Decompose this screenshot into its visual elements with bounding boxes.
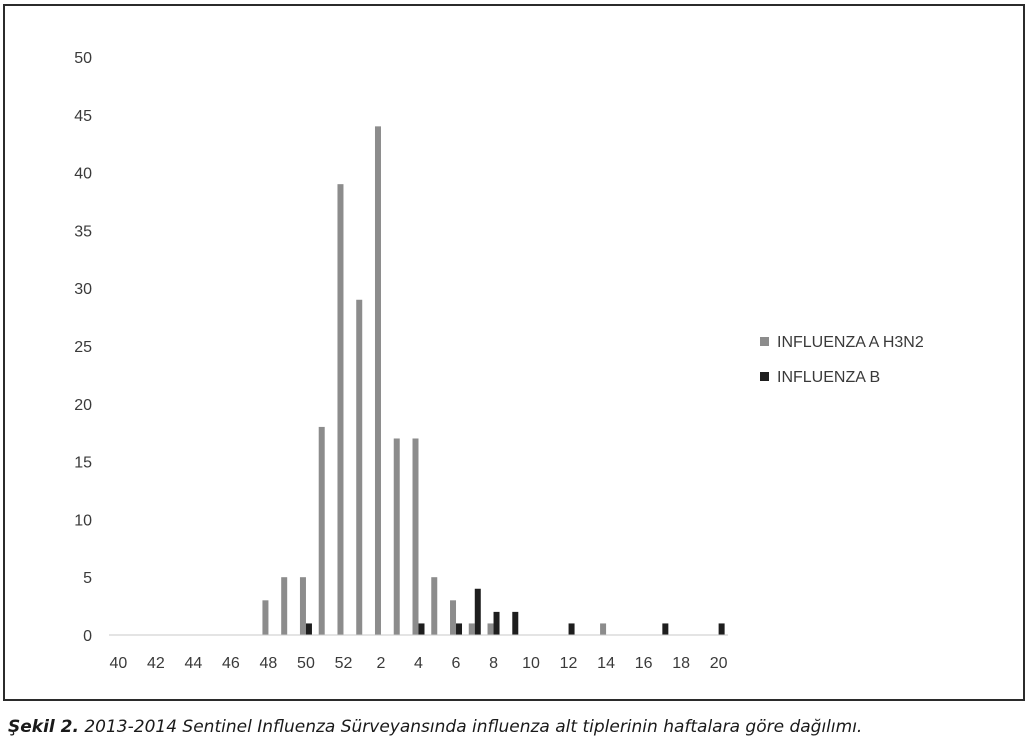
y-tick-label: 50 — [74, 50, 92, 67]
bar-b — [493, 611, 500, 635]
bar-b — [456, 623, 463, 635]
y-tick-label: 0 — [83, 628, 92, 645]
bar-h3n2 — [281, 577, 288, 635]
bar-b — [718, 623, 725, 635]
y-tick-label: 15 — [74, 455, 92, 472]
bar-h3n2 — [393, 438, 400, 635]
x-tick-label: 4 — [414, 655, 423, 672]
bar-h3n2 — [600, 623, 607, 635]
legend-swatch — [760, 337, 769, 346]
figure-caption: Şekil 2. 2013-2014 Sentinel Influenza Sü… — [8, 717, 862, 737]
x-tick-label: 50 — [297, 655, 315, 672]
x-tick-label: 40 — [109, 655, 127, 672]
y-tick-label: 25 — [74, 339, 92, 356]
bar-h3n2 — [299, 577, 306, 635]
x-tick-label: 46 — [222, 655, 240, 672]
caption-label: Şekil 2. — [8, 717, 79, 737]
y-tick-label: 35 — [74, 223, 92, 240]
x-tick-label: 48 — [260, 655, 278, 672]
bar-h3n2 — [356, 299, 363, 635]
bar-h3n2 — [487, 623, 494, 635]
bar-series — [262, 126, 725, 636]
x-tick-label: 14 — [597, 655, 615, 672]
bar-b — [512, 611, 519, 635]
x-axis-ticks: 40 42 44 46 48 50 52 2 4 6 8 10 12 14 16 18 20 — [109, 655, 727, 672]
bar-h3n2 — [468, 623, 475, 635]
x-tick-label: 20 — [710, 655, 728, 672]
x-tick-label: 2 — [377, 655, 386, 672]
x-tick-label: 12 — [560, 655, 578, 672]
bar-b — [418, 623, 425, 635]
x-tick-label: 16 — [635, 655, 653, 672]
x-tick-label: 44 — [185, 655, 203, 672]
x-tick-label: 6 — [452, 655, 461, 672]
bar-b — [662, 623, 669, 635]
bar-h3n2 — [374, 126, 381, 636]
bar-h3n2 — [450, 600, 457, 635]
y-tick-label: 10 — [74, 512, 92, 529]
y-tick-label: 20 — [74, 397, 92, 414]
legend-label: INFLUENZA A H3N2 — [777, 334, 924, 351]
figure-frame — [3, 4, 1025, 701]
bar-b — [568, 623, 575, 635]
legend-label: INFLUENZA B — [777, 369, 880, 386]
bar-b — [305, 623, 312, 635]
bar-h3n2 — [318, 426, 325, 635]
x-tick-label: 52 — [335, 655, 353, 672]
y-tick-label: 40 — [74, 166, 92, 183]
bar-h3n2 — [337, 184, 344, 635]
y-axis-ticks: 0 5 10 15 20 25 30 35 40 45 50 — [74, 50, 92, 645]
bar-h3n2 — [262, 600, 269, 635]
bar-h3n2 — [431, 577, 438, 635]
y-tick-label: 30 — [74, 281, 92, 298]
x-tick-label: 10 — [522, 655, 540, 672]
x-tick-label: 18 — [672, 655, 690, 672]
y-tick-label: 5 — [83, 570, 92, 587]
legend-swatch — [760, 372, 769, 381]
bar-b — [474, 588, 481, 635]
bar-h3n2 — [412, 438, 419, 635]
x-tick-label: 8 — [489, 655, 498, 672]
y-tick-label: 45 — [74, 108, 92, 125]
legend: INFLUENZA A H3N2 INFLUENZA B — [760, 334, 924, 386]
x-tick-label: 42 — [147, 655, 165, 672]
caption-text: 2013-2014 Sentinel Influenza Sürveyansın… — [78, 717, 863, 737]
